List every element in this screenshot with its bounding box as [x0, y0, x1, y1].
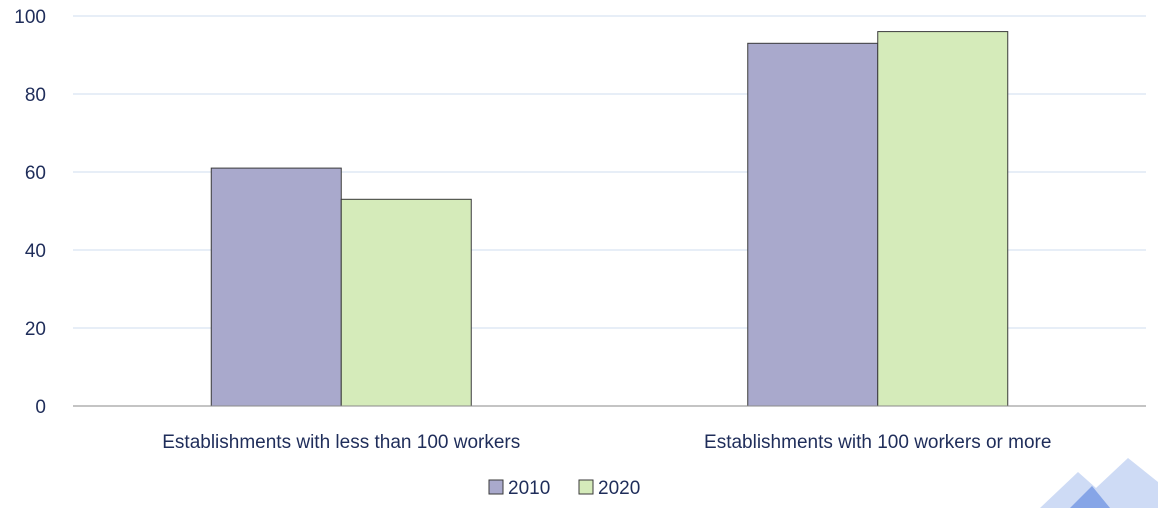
y-axis-ticks: 0 20 40 60 80 100: [14, 7, 46, 418]
bar-2010-2: [747, 42, 879, 407]
y-tick-label: 80: [25, 85, 46, 106]
legend: 2010 2020: [488, 478, 640, 499]
y-tick-label: 60: [25, 163, 46, 184]
y-tick-label: 40: [25, 241, 46, 262]
x-axis-category-labels: Establishments with less than 100 worker…: [162, 432, 1051, 453]
y-tick-label: 0: [35, 397, 46, 418]
legend-label-2020: 2020: [598, 478, 640, 499]
bars: [210, 31, 1009, 407]
x-category-label: Establishments with 100 workers or more: [704, 432, 1051, 453]
y-tick-label: 20: [25, 319, 46, 340]
bar-2020-2: [877, 31, 1009, 407]
legend-label-2010: 2010: [508, 478, 550, 499]
legend-swatch-2010: [488, 479, 504, 495]
x-category-label: Establishments with less than 100 worker…: [162, 432, 520, 453]
bar-2010-1: [210, 167, 342, 407]
bar-2020-1: [340, 198, 472, 407]
legend-swatch-2020: [578, 479, 594, 495]
watermark-logo-icon: [1040, 458, 1158, 508]
y-tick-label: 100: [14, 7, 46, 28]
